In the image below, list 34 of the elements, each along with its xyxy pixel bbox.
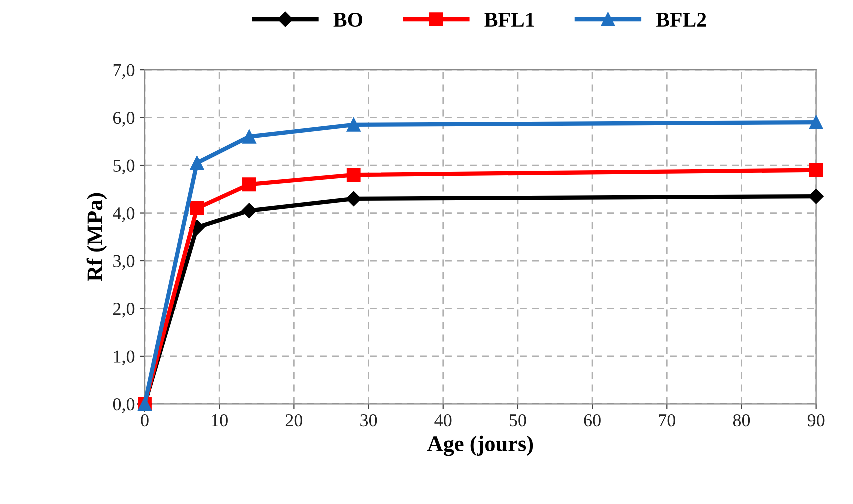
x-tick-label: 30 (360, 414, 378, 427)
point (242, 203, 258, 218)
point (809, 116, 824, 130)
point (190, 202, 204, 216)
x-tick-label: 90 (808, 414, 825, 427)
point (346, 191, 362, 207)
y-tick-label: 1,0 (114, 350, 135, 366)
point (346, 118, 361, 132)
point (808, 188, 824, 204)
x-tick-label: 60 (584, 414, 601, 427)
x-tick-label: 70 (659, 414, 676, 427)
x-tick-label: 0 (141, 414, 149, 427)
y-tick-label: 4,0 (113, 208, 135, 222)
y-axis-title: Rf (MPa) (86, 193, 108, 282)
y-tick-label: 3,0 (114, 255, 135, 270)
x-tick-label: 20 (286, 414, 303, 427)
x-axis-title: Age (jours) (428, 436, 534, 456)
x-tick-label: 50 (510, 414, 526, 427)
point (242, 178, 256, 192)
point (346, 168, 361, 182)
point (242, 130, 256, 144)
x-tick-label: 80 (733, 414, 750, 427)
y-tick-label: 2,0 (114, 302, 135, 318)
legend-label: BO (334, 13, 363, 28)
x-tick-label: 40 (434, 414, 452, 427)
y-tick-label: 5,0 (114, 160, 135, 175)
point (809, 163, 824, 178)
legend-label: BFL2 (656, 13, 706, 27)
y-tick-label: 0,0 (113, 398, 135, 414)
legend-label: BFL1 (484, 13, 534, 27)
y-tick-label: 7,0 (114, 64, 135, 80)
x-tick-label: 10 (212, 414, 228, 427)
point (190, 156, 204, 170)
y-tick-label: 6,0 (113, 112, 135, 127)
